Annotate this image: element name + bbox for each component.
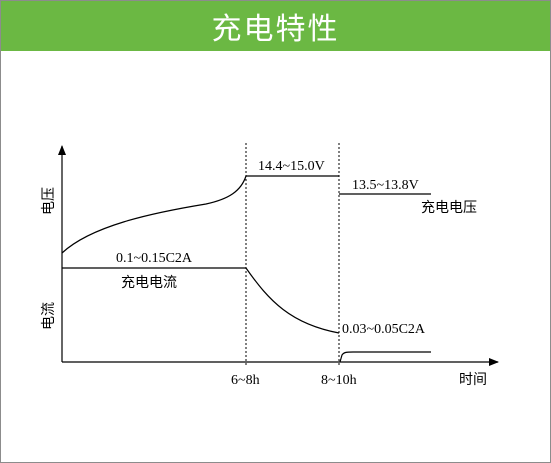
current-curve-float <box>339 351 431 363</box>
x-tick-label-8-10h: 8~10h <box>321 373 357 388</box>
page-title: 充电特性 <box>211 12 340 47</box>
charge-voltage-label: 充电电压 <box>421 200 477 216</box>
float-voltage-label: 13.5~13.8V <box>352 178 419 193</box>
y-axis-current-label: 电流 <box>41 302 57 330</box>
header-bar: 充电特性 <box>1 1 550 51</box>
y-axis-voltage-label: 电压 <box>41 187 57 215</box>
x-axis-label: 时间 <box>459 372 487 388</box>
boost-voltage-label: 14.4~15.0V <box>258 159 325 174</box>
initial-current-label: 0.1~0.15C2A <box>116 251 193 266</box>
x-tick-label-6-8h: 6~8h <box>231 373 260 388</box>
voltage-curve-rising <box>61 175 247 254</box>
float-current-label: 0.03~0.05C2A <box>342 322 426 337</box>
charge-current-label: 充电电流 <box>121 275 177 291</box>
current-curve-decay <box>245 267 340 334</box>
